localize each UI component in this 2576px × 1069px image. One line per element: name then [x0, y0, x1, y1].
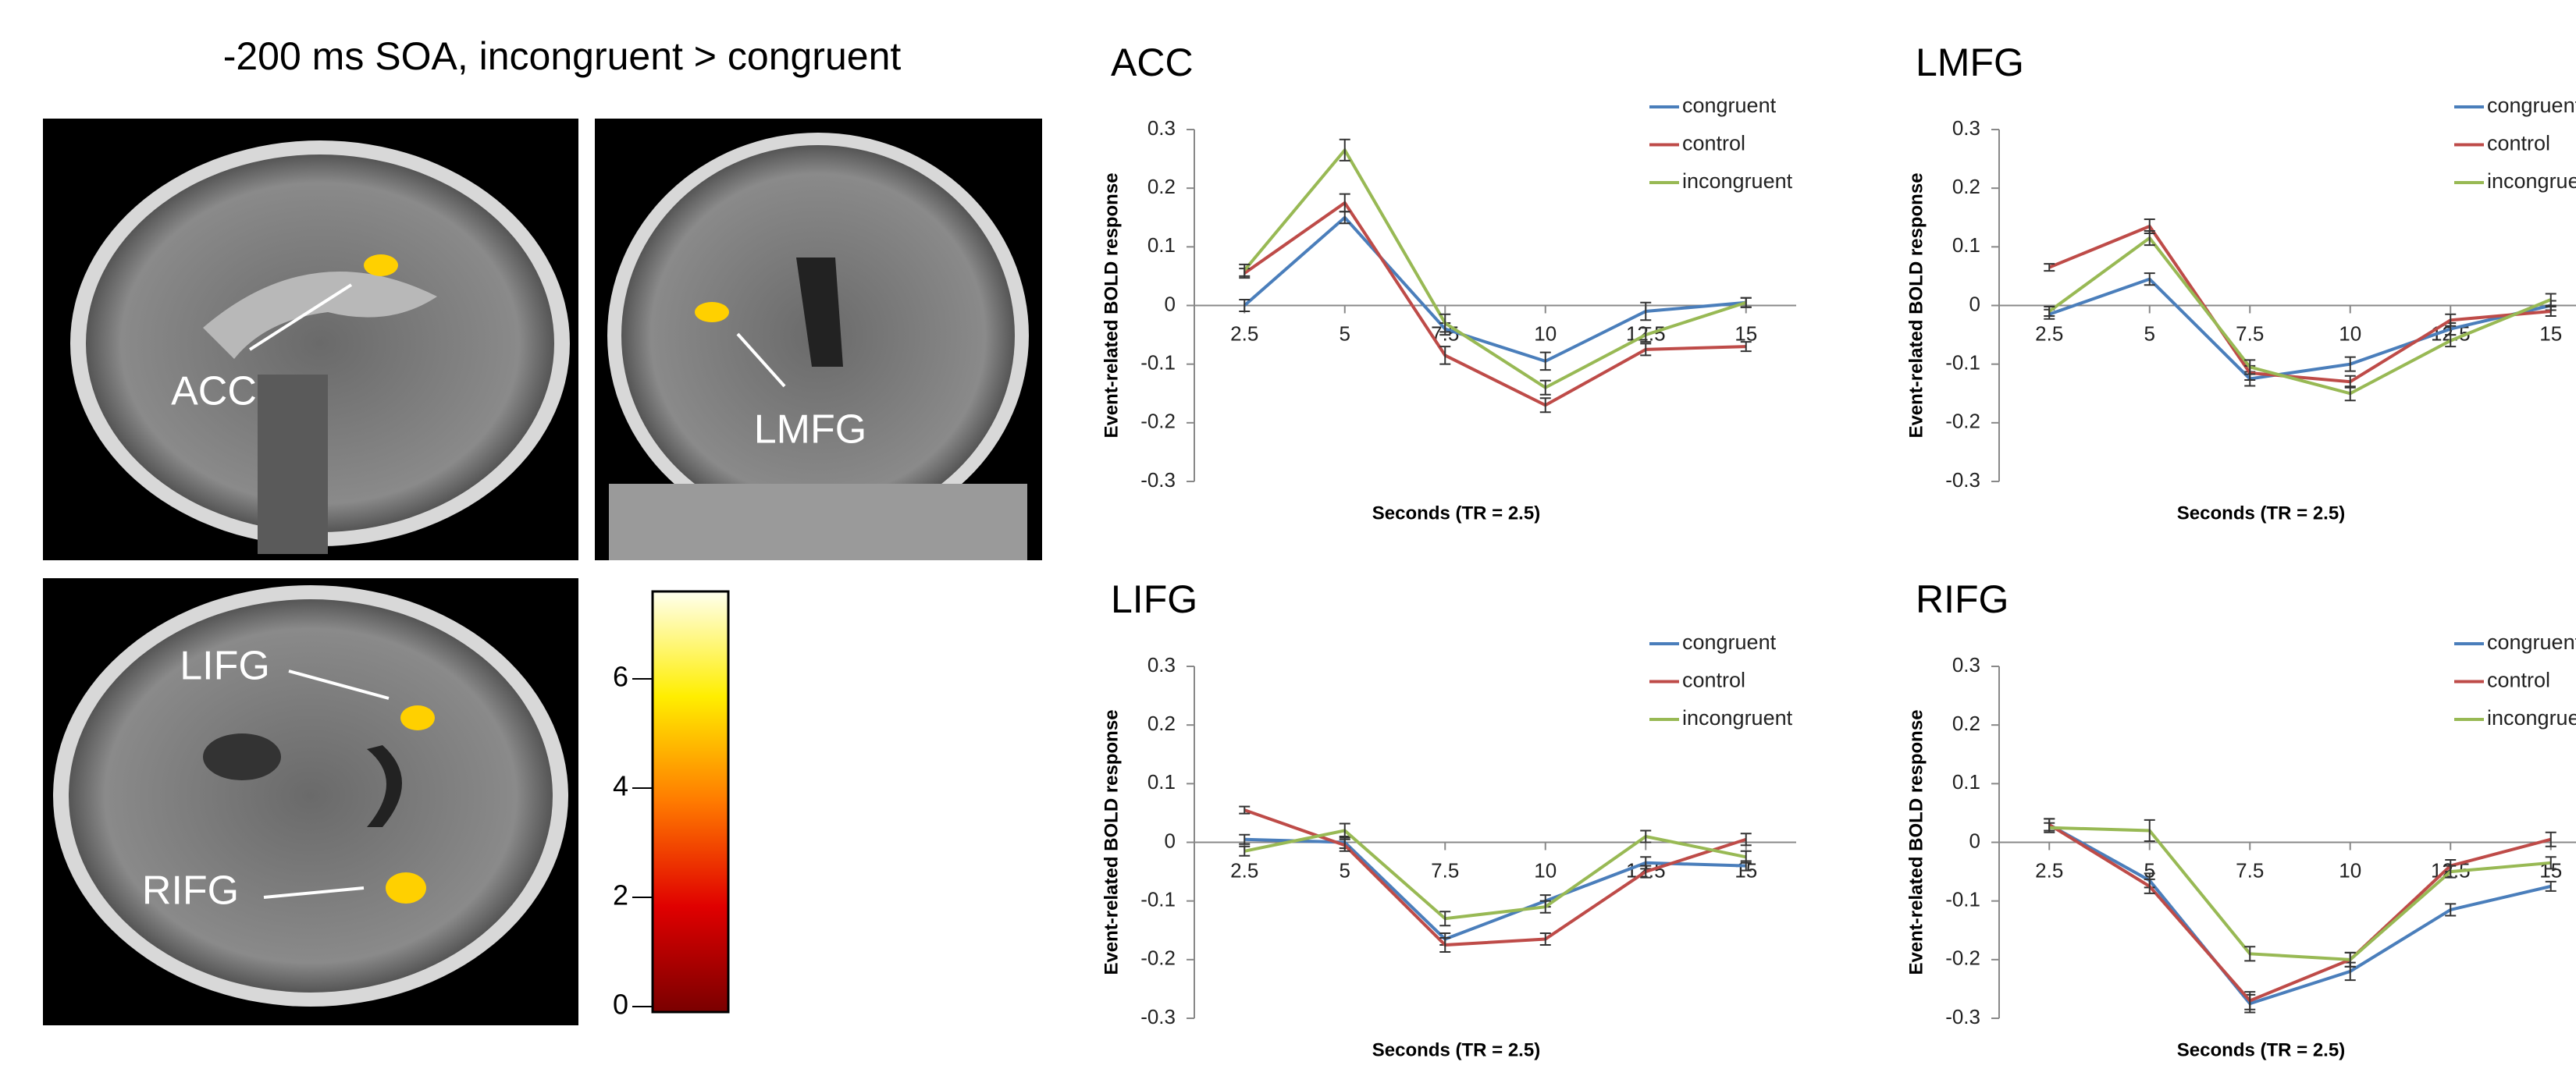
error-bar: [1540, 398, 1551, 412]
y-tick-label: 0.1: [1147, 233, 1176, 257]
x-tick-label: 7.5: [1431, 858, 1459, 882]
region-label: RIFG: [142, 868, 239, 914]
y-tick-label: -0.1: [1140, 888, 1176, 911]
y-tick-label: -0.1: [1945, 888, 1980, 911]
y-tick-label: 0.3: [1952, 116, 1980, 140]
y-tick-label: -0.2: [1945, 410, 1980, 433]
x-tick-label: 7.5: [2236, 321, 2264, 345]
y-tick-label: 0.3: [1952, 653, 1980, 677]
x-tick-label: 10: [2339, 858, 2361, 882]
series-line: [1244, 203, 1746, 405]
colorbar-tick-label: 0: [613, 989, 628, 1021]
y-tick-label: -0.3: [1140, 1005, 1176, 1028]
x-tick-label: 2.5: [2035, 858, 2063, 882]
y-tick-label: 0.2: [1147, 712, 1176, 735]
legend-label: congruent: [2487, 94, 2576, 117]
y-tick-label: -0.2: [1140, 946, 1176, 970]
x-tick-label: 5: [2144, 321, 2155, 345]
x-tick-label: 10: [2339, 321, 2361, 345]
coronal-slice: [595, 119, 1042, 560]
x-tick-label: 2.5: [1230, 321, 1258, 345]
y-tick-label: 0.2: [1952, 712, 1980, 735]
y-tick-label: 0: [1165, 292, 1176, 315]
y-axis-label: Event-related BOLD response: [1101, 172, 1122, 438]
region-label: LIFG: [180, 644, 270, 689]
legend-label: congruent: [2487, 630, 2576, 654]
colorbar-tick-label: 2: [613, 879, 628, 911]
y-tick-label: -0.3: [1945, 1005, 1980, 1028]
x-tick-label: 2.5: [2035, 321, 2063, 345]
series-line: [2049, 825, 2551, 1003]
legend-label: congruent: [1682, 630, 1777, 654]
chart-title: LIFG: [1111, 577, 1197, 621]
y-tick-label: -0.1: [1140, 351, 1176, 375]
sagittal-slice: [43, 119, 578, 560]
y-tick-label: 0.2: [1147, 175, 1176, 198]
x-tick-label: 7.5: [2236, 858, 2264, 882]
x-tick-label: 10: [1534, 321, 1557, 345]
y-tick-label: -0.2: [1945, 946, 1980, 970]
y-tick-label: 0.1: [1952, 770, 1980, 794]
colorbar-tick-label: 6: [613, 661, 628, 693]
series-line: [1244, 218, 1746, 361]
series-line: [1244, 810, 1746, 945]
series-line: [1244, 830, 1746, 918]
legend-label: control: [1682, 669, 1745, 692]
legend-label: incongruent: [1682, 169, 1793, 193]
series-line: [2049, 226, 2551, 382]
x-tick-label: 5: [1340, 858, 1350, 882]
figure-title: -200 ms SOA, incongruent > congruent: [223, 34, 902, 78]
region-label: ACC: [171, 369, 257, 414]
x-axis-label: Seconds (TR = 2.5): [1372, 503, 1540, 524]
y-tick-label: 0.2: [1952, 175, 1980, 198]
x-axis-label: Seconds (TR = 2.5): [2177, 503, 2345, 524]
y-tick-label: 0: [1165, 829, 1176, 852]
y-tick-label: -0.3: [1140, 468, 1176, 492]
series-line: [2049, 828, 2551, 960]
x-tick-label: 2.5: [1230, 858, 1258, 882]
legend-label: incongruent: [1682, 706, 1793, 730]
y-axis-label: Event-related BOLD response: [1905, 172, 1927, 438]
legend-label: control: [1682, 132, 1745, 155]
y-axis-label: Event-related BOLD response: [1101, 709, 1122, 975]
y-tick-label: -0.2: [1140, 410, 1176, 433]
y-tick-label: 0.1: [1147, 770, 1176, 794]
series-line: [2049, 825, 2551, 1001]
colorbar: [653, 591, 728, 1012]
axial-slice: [43, 578, 578, 1025]
y-tick-label: -0.3: [1945, 468, 1980, 492]
y-tick-label: 0: [1969, 292, 1980, 315]
x-tick-label: 15: [2539, 321, 2562, 345]
chart-title: RIFG: [1916, 577, 2008, 621]
y-tick-label: -0.1: [1945, 351, 1980, 375]
y-tick-label: 0.3: [1147, 653, 1176, 677]
legend-label: incongruent: [2487, 169, 2576, 193]
legend-label: incongruent: [2487, 706, 2576, 730]
chart-title: LMFG: [1916, 41, 2024, 84]
x-tick-label: 10: [1534, 858, 1557, 882]
legend-label: congruent: [1682, 94, 1777, 117]
figure: -200 ms SOA, incongruent > congruent ACC…: [0, 0, 2576, 1069]
x-axis-label: Seconds (TR = 2.5): [1372, 1039, 1540, 1060]
legend-label: control: [2487, 132, 2550, 155]
chart-title: ACC: [1111, 41, 1194, 84]
region-label: LMFG: [754, 407, 866, 453]
series-line: [1244, 150, 1746, 387]
series-line: [1244, 840, 1746, 939]
x-axis-label: Seconds (TR = 2.5): [2177, 1039, 2345, 1060]
error-bar: [1540, 381, 1551, 395]
y-tick-label: 0.3: [1147, 116, 1176, 140]
x-tick-label: 5: [1340, 321, 1350, 345]
y-axis-label: Event-related BOLD response: [1905, 709, 1927, 975]
y-tick-label: 0: [1969, 829, 1980, 852]
y-tick-label: 0.1: [1952, 233, 1980, 257]
colorbar-tick-label: 4: [613, 770, 628, 802]
legend-label: control: [2487, 669, 2550, 692]
